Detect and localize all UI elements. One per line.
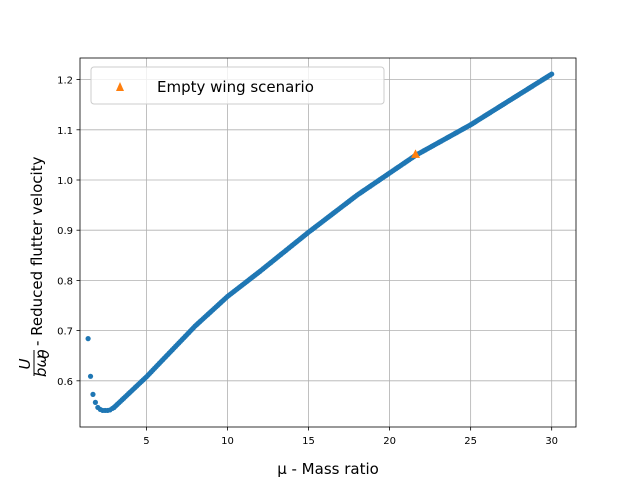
empty-wing-scenario-marker <box>411 149 421 158</box>
x-tick-label: 10 <box>221 436 234 447</box>
y-axis-label-denominator: bω <box>32 355 50 377</box>
y-tick-label: 1.0 <box>57 176 73 187</box>
y-tick-label: 1.1 <box>57 126 73 137</box>
x-tick-label: 5 <box>143 436 149 447</box>
y-axis-label-numerator: U <box>16 358 34 369</box>
y-tick-label: 0.8 <box>57 276 73 287</box>
x-tick-label: 15 <box>302 436 315 447</box>
data-point <box>87 373 94 379</box>
x-axis-label: μ - Mass ratio <box>277 460 379 478</box>
legend-box <box>90 66 385 105</box>
y-axis-label-text: - Reduced flutter velocity <box>28 156 46 346</box>
tick-layer: 5 10 15 20 25 30 0.6 0.7 0.8 0.9 1.0 1.1 1.2 <box>57 76 558 447</box>
data-point <box>549 71 555 77</box>
y-tick-label: 1.2 <box>57 76 73 87</box>
y-tick-label: 0.6 <box>57 377 73 388</box>
y-tick-label: 0.9 <box>57 226 73 237</box>
y-tick-label: 0.7 <box>57 327 73 338</box>
y-axis-label-denominator-subscript: θ <box>35 349 53 358</box>
legend: Empty wing scenario <box>90 66 385 105</box>
x-tick-label: 25 <box>464 436 477 447</box>
legend-label: Empty wing scenario <box>157 78 314 96</box>
y-axis-label: U bω θ - Reduced flutter velocity <box>16 156 53 377</box>
x-tick-label: 30 <box>545 436 558 447</box>
x-tick-label: 20 <box>383 436 396 447</box>
data-point <box>92 399 98 405</box>
data-point <box>90 391 96 397</box>
legend-triangle-marker <box>116 82 124 91</box>
data-point <box>85 336 91 342</box>
grid-layer <box>80 58 576 427</box>
data-layer <box>85 71 555 414</box>
plot-area-frame <box>79 57 577 428</box>
